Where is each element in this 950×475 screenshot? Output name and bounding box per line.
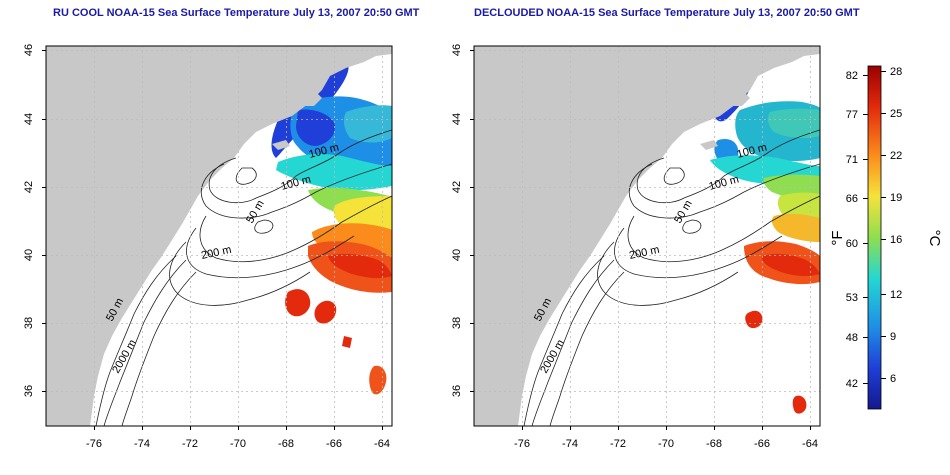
temperature-colorbar: 82 77 71 66 60 53 48 42 28 25 22 19 16 1… [829,65,943,410]
sst-field-right [710,46,820,414]
map-title-left: RU COOL NOAA-15 Sea Surface Temperature … [53,7,420,19]
c-tick-label: 16 [890,234,902,246]
lon-tick-label: -76 [86,438,102,450]
lat-tick-label: 42 [23,181,35,193]
fahrenheit-unit-label: °F [829,230,846,245]
c-tick-label: 28 [890,66,902,78]
c-tick-label: 22 [890,150,902,162]
lat-tick-label: 38 [23,317,35,329]
f-tick-label: 60 [846,238,858,250]
lon-tick-label: -76 [514,438,530,450]
lat-tick-label: 36 [451,385,463,397]
lon-tick-label: -70 [230,438,246,450]
f-tick-label: 77 [846,109,858,121]
c-tick-label: 25 [890,108,902,120]
latitude-labels: 36 38 40 42 44 46 [451,44,463,397]
sst-field-left [271,60,392,395]
lon-tick-label: -70 [658,438,674,450]
lat-tick-label: 40 [23,249,35,261]
f-tick-label: 53 [846,292,858,304]
lon-tick-label: -64 [374,438,390,450]
f-tick-label: 42 [846,378,858,390]
f-tick-label: 71 [846,154,858,166]
lon-tick-label: -68 [706,438,722,450]
c-tick-label: 6 [890,373,896,385]
f-tick-label: 48 [846,332,858,344]
lon-tick-label: -68 [278,438,294,450]
lat-tick-label: 46 [451,44,463,56]
lat-tick-label: 40 [451,249,463,261]
longitude-labels: -76 -74 -72 -70 -68 -66 -64 [86,438,390,450]
latitude-labels: 36 38 40 42 44 46 [23,44,35,397]
lat-tick-label: 36 [23,385,35,397]
lon-tick-label: -66 [754,438,770,450]
f-tick-label: 66 [846,193,858,205]
map-frame [45,45,393,427]
colorbar-gradient [867,65,882,410]
c-tick-label: 19 [890,192,902,204]
axis-ticks [42,50,383,430]
c-tick-label: 12 [890,289,902,301]
celsius-unit-label: °C [926,230,943,247]
lon-tick-label: -72 [182,438,198,450]
axis-ticks [470,50,811,430]
lon-tick-label: -74 [134,438,150,450]
fahrenheit-ticks: 82 77 71 66 60 53 48 42 [846,70,858,390]
lat-tick-label: 38 [451,317,463,329]
map-title-right: DECLOUDED NOAA-15 Sea Surface Temperatur… [474,7,860,19]
lat-tick-label: 42 [451,181,463,193]
lat-tick-label: 44 [451,113,463,125]
lon-tick-label: -72 [610,438,626,450]
colorbar-ticks [863,71,886,384]
map-panel-left: 100 m 100 m 50 m 200 m 50 m 2000 m -76 -… [23,44,393,450]
map-frame [473,45,821,427]
map-panel-right: 100 m 100 m 50 m 200 m 50 m 2000 m -76 -… [451,44,821,450]
f-tick-label: 82 [846,70,858,82]
lat-tick-label: 44 [23,113,35,125]
celsius-ticks: 28 25 22 19 16 12 9 6 [890,66,902,385]
lon-tick-label: -74 [562,438,578,450]
c-tick-label: 9 [890,331,896,343]
longitude-labels: -76 -74 -72 -70 -68 -66 -64 [514,438,818,450]
lon-tick-label: -66 [326,438,342,450]
lat-tick-label: 46 [23,44,35,56]
lon-tick-label: -64 [802,438,818,450]
